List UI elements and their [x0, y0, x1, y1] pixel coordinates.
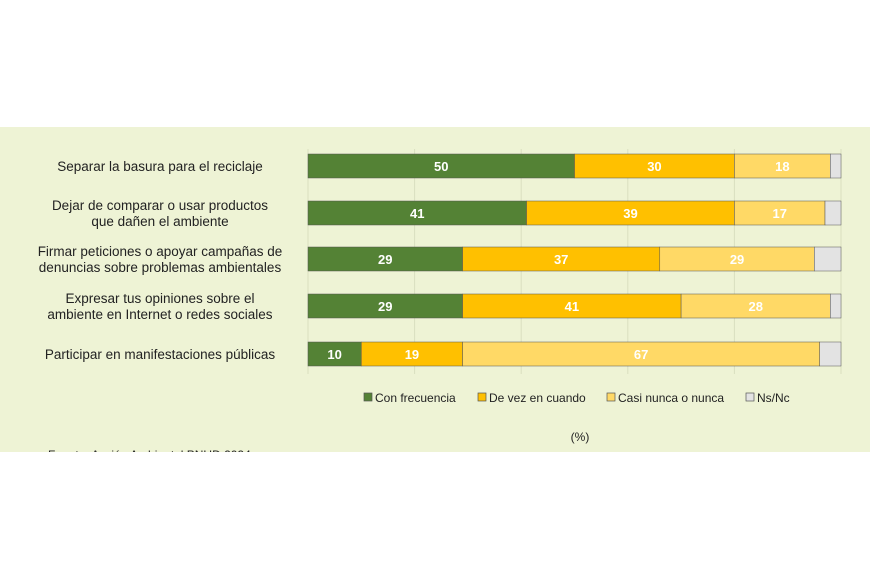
- data-label: 29: [378, 252, 392, 267]
- bar-segment: [824, 200, 842, 226]
- legend-label: Casi nunca o nunca: [618, 391, 724, 405]
- category-label: Expresar tus opiniones sobre el ambiente …: [47, 291, 272, 322]
- bar-segment: [361, 341, 463, 367]
- bar-segment: [814, 246, 842, 272]
- bar-segment: [819, 341, 842, 367]
- category-label: Firmar peticiones o apoyar campañas de de…: [38, 244, 283, 275]
- legend-swatch: [745, 392, 755, 402]
- legend-label: De vez en cuando: [489, 391, 586, 405]
- legend-swatch: [477, 392, 487, 402]
- bar-segment: [734, 200, 826, 226]
- data-label: 30: [647, 159, 661, 174]
- bar-segment: [830, 293, 842, 319]
- bar-segment: [659, 246, 815, 272]
- data-label: 18: [775, 159, 789, 174]
- data-label: 10: [327, 347, 341, 362]
- bar-segment: [307, 341, 362, 367]
- data-label: 67: [634, 347, 648, 362]
- data-label: 50: [434, 159, 448, 174]
- data-label: 28: [748, 299, 762, 314]
- legend-swatch: [363, 392, 373, 402]
- bar-segment: [307, 153, 575, 179]
- bar-segment: [830, 153, 842, 179]
- data-label: 39: [623, 206, 637, 221]
- data-label: 37: [554, 252, 568, 267]
- data-label: 29: [378, 299, 392, 314]
- category-label: Separar la basura para el reciclaje: [57, 159, 263, 174]
- bar-segment: [307, 293, 463, 319]
- source-footer: Fuente: Acción Ambiental PNUD 2024: [48, 448, 251, 452]
- data-label: 41: [565, 299, 579, 314]
- stacked-bar-chart: Separar la basura para el reciclaje 50 30 1…: [38, 149, 842, 452]
- data-label: 29: [730, 252, 744, 267]
- data-label: 19: [405, 347, 419, 362]
- bar-segment: [462, 293, 682, 319]
- chart-panel: Separar la basura para el reciclaje 50 30 1…: [0, 127, 870, 452]
- legend-label: Con frecuencia: [375, 391, 456, 405]
- bar-segment: [307, 200, 527, 226]
- bar-segment: [526, 200, 735, 226]
- x-axis-label: (%): [571, 430, 590, 444]
- bar-segment: [462, 246, 661, 272]
- bar-segment: [307, 246, 463, 272]
- bar-segment: [680, 293, 831, 319]
- data-label: 41: [410, 206, 424, 221]
- legend-swatch: [606, 392, 616, 402]
- legend-label: Ns/Nc: [757, 391, 790, 405]
- category-label: Dejar de comparar o usar productos que da…: [52, 198, 268, 229]
- data-label: 17: [772, 206, 786, 221]
- category-label: Participar en manifestaciones públicas: [45, 347, 276, 362]
